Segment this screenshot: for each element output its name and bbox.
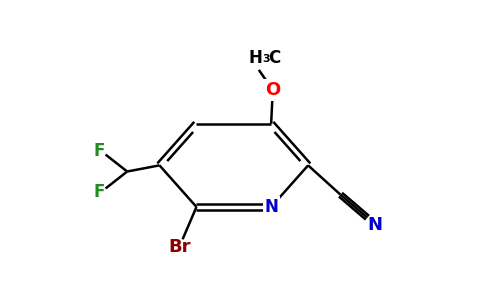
Text: 3: 3 — [263, 55, 270, 64]
Text: N: N — [264, 198, 278, 216]
Text: C: C — [268, 49, 280, 67]
Text: F: F — [94, 182, 105, 200]
Text: O: O — [265, 81, 280, 99]
Text: Br: Br — [168, 238, 191, 256]
Text: H: H — [249, 49, 263, 67]
Text: N: N — [368, 216, 382, 234]
Text: F: F — [94, 142, 105, 160]
